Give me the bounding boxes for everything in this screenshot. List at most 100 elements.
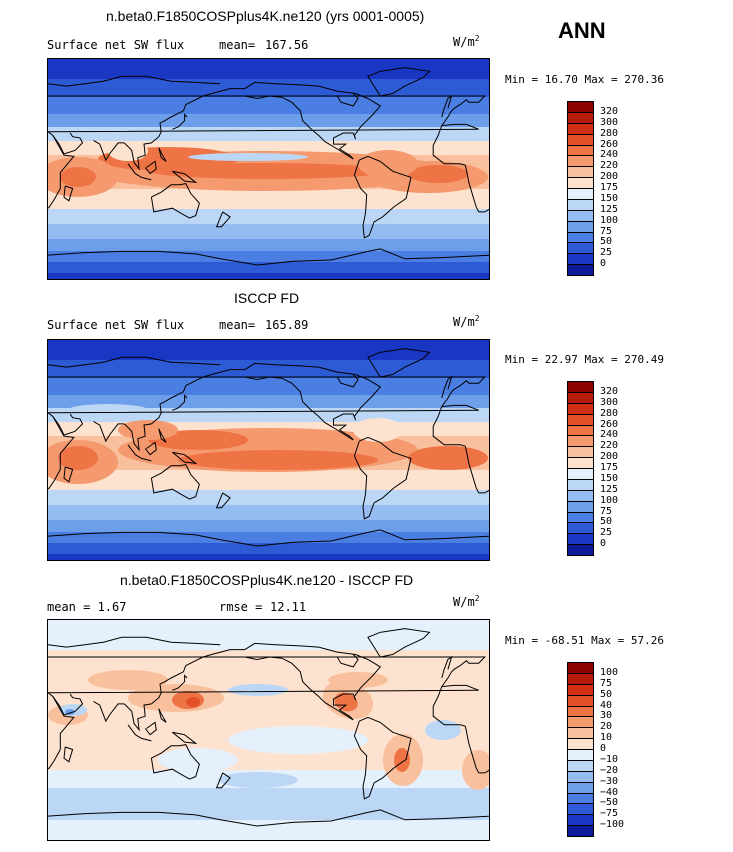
coastline <box>432 406 489 494</box>
colorbar-tick-label: 30 <box>600 710 613 722</box>
colorbar-tick-label: 125 <box>600 203 619 215</box>
coastline <box>93 420 125 443</box>
coastline <box>215 211 231 228</box>
coastline <box>158 147 167 162</box>
coastline <box>367 628 431 658</box>
coastline <box>144 441 157 456</box>
colorbar-tick-label: 280 <box>600 407 619 419</box>
coastline <box>52 413 84 436</box>
panel-3-colorbar: 100 75 50 40 30 20 10 0 −10 −20 −30 −40 −50 −75 −100 <box>567 662 624 837</box>
coastline <box>150 464 200 500</box>
colorbar-tick-label: 10 <box>600 732 613 744</box>
colorbar-swatch <box>567 544 594 556</box>
coastline <box>215 492 231 509</box>
colorbar-tick-label: 175 <box>600 182 619 193</box>
coastline <box>93 139 125 162</box>
panel-1-minmax: Min = 16.70 Max = 270.36 <box>505 73 664 86</box>
coastline <box>127 444 152 462</box>
coastline <box>353 716 412 800</box>
coastline <box>353 436 412 520</box>
colorbar-tick-label: −50 <box>600 797 619 809</box>
coastline <box>93 700 125 723</box>
panel-2-title: ISCCP FD <box>234 290 300 306</box>
coastline <box>244 642 382 721</box>
panel-3-rmse-value: 12.11 <box>270 600 307 614</box>
panel-1-map <box>47 58 490 280</box>
panel-3-minmax: Min = -68.51 Max = 57.26 <box>505 634 664 647</box>
colorbar-tick-label: 175 <box>600 462 619 473</box>
colorbar-tick-label: 75 <box>600 225 613 237</box>
coastline <box>336 374 359 388</box>
coastline <box>48 404 479 414</box>
colorbar-tick-label: 240 <box>600 149 619 161</box>
colorbar-tick-label: 0 <box>600 743 607 754</box>
coastline <box>48 692 75 770</box>
panel-3-rmse-label: rmse = <box>219 600 263 614</box>
coastline <box>441 94 453 118</box>
panel-2-units: W/m2 <box>453 314 480 329</box>
colorbar-tick-label: 100 <box>600 494 619 506</box>
coastline <box>48 95 486 126</box>
coastline <box>441 375 453 399</box>
panel-3-units: W/m2 <box>453 594 480 609</box>
colorbar-tick-label: 260 <box>600 138 619 150</box>
coastline <box>244 362 382 441</box>
coastline <box>48 656 486 687</box>
colorbar-tick-label: −20 <box>600 764 619 776</box>
coastline <box>441 655 453 679</box>
coastline <box>52 132 84 155</box>
coastline <box>63 466 74 483</box>
coastline <box>171 451 198 464</box>
colorbar-swatch <box>567 264 594 276</box>
panel-3-map <box>47 619 490 841</box>
panel-1-mean-value: 167.56 <box>265 38 309 52</box>
coastline <box>144 160 157 175</box>
coastline <box>48 636 221 648</box>
coastline <box>48 412 75 490</box>
coastline <box>52 693 84 716</box>
panel-2-mean-label: mean= <box>219 318 256 332</box>
panel-2-map <box>47 339 490 561</box>
coastline <box>158 708 167 723</box>
coastline <box>432 686 489 774</box>
colorbar-tick-label: 300 <box>600 396 619 408</box>
coastline <box>367 348 431 378</box>
coastline <box>127 163 152 181</box>
coastline <box>172 113 188 130</box>
coastline <box>172 674 188 691</box>
coastline <box>336 93 359 107</box>
panel-2-mean-value: 165.89 <box>265 318 309 332</box>
colorbar-tick-label: −100 <box>600 819 625 831</box>
colorbar-tick-label: 25 <box>600 247 613 259</box>
colorbar-tick-label: 40 <box>600 699 613 711</box>
panel-3-title: n.beta0.F1850COSPplus4K.ne120 - ISCCP FD <box>120 572 414 588</box>
colorbar-tick-label: 280 <box>600 127 619 139</box>
panel-1-title: n.beta0.F1850COSPplus4K.ne120 (yrs 0001-… <box>106 8 425 24</box>
coastline <box>127 724 152 742</box>
coastline <box>158 428 167 443</box>
coastline <box>367 67 431 97</box>
colorbar-tick-label: 200 <box>600 171 619 183</box>
colorbar-tick-label: −10 <box>600 753 619 765</box>
colorbar-tick-label: −30 <box>600 775 619 787</box>
coastline <box>336 654 359 668</box>
colorbar-tick-label: −75 <box>600 808 619 820</box>
colorbar-tick-label: 20 <box>600 721 613 733</box>
coastline <box>48 248 489 266</box>
season-label: ANN <box>558 18 606 43</box>
colorbar-tick-label: 260 <box>600 418 619 430</box>
colorbar-tick-label: 75 <box>600 677 613 689</box>
colorbar-tick-label: 320 <box>600 105 619 117</box>
coastline <box>171 731 198 744</box>
colorbar-tick-label: 75 <box>600 505 613 517</box>
colorbar-tick-label: 100 <box>600 214 619 226</box>
colorbar-tick-label: 125 <box>600 483 619 495</box>
coastline <box>171 170 198 183</box>
colorbar-tick-label: 25 <box>600 527 613 539</box>
coastline <box>244 81 382 160</box>
coastline <box>150 744 200 780</box>
colorbar-swatch <box>567 825 594 837</box>
panel-2-minmax: Min = 22.97 Max = 270.49 <box>505 353 664 366</box>
panel-2-colorbar: 320 300 280 260 240 220 200 175 150 125 100 75 50 25 0 <box>567 381 618 556</box>
coastline <box>150 183 200 219</box>
